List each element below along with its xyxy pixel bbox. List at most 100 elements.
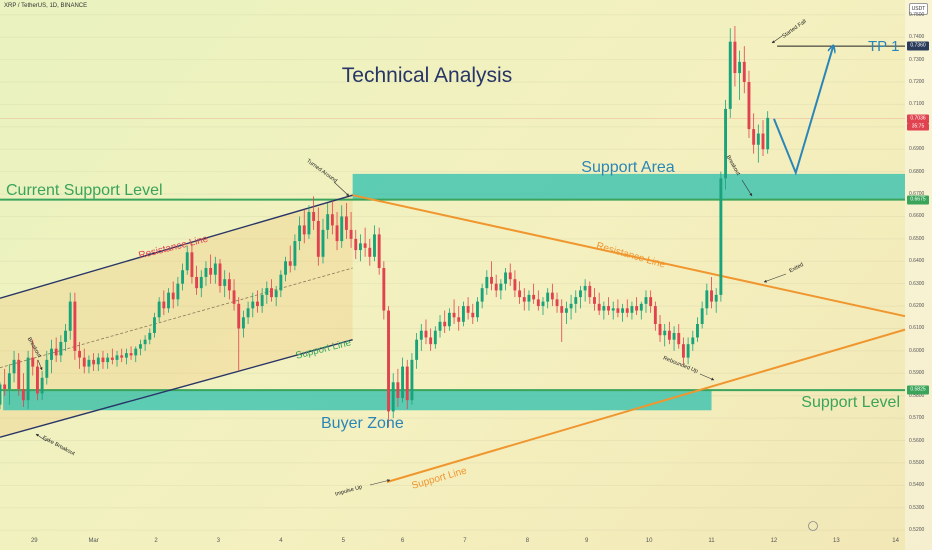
clock-icon (808, 521, 818, 531)
price-tick-label: 0.5900 (909, 370, 925, 377)
ascending-channel-fill (0, 195, 353, 438)
time-tick-label: 8 (525, 538, 530, 544)
price-tick-label: 0.5400 (909, 482, 925, 489)
candle-body (644, 297, 648, 304)
candle-body (630, 306, 634, 313)
candle-body (616, 308, 620, 313)
exited-annotation: Exited (788, 262, 804, 274)
price-tick-label: 0.7300 (909, 56, 925, 63)
candle-body (621, 308, 625, 313)
rebounded-up-annotation-arrow (699, 373, 715, 381)
candle-body (316, 220, 320, 257)
candle-body (284, 261, 287, 275)
bar-countdown-tag: 35:75 (907, 123, 929, 131)
candle-body (143, 339, 147, 345)
time-tick-label: 14 (892, 538, 899, 544)
right-support-line-label: Support Line (411, 465, 469, 491)
time-tick-label: 9 (585, 538, 589, 544)
candle-body (223, 279, 227, 286)
impulse-up-annotation-arrow (369, 479, 391, 486)
candle-body (106, 357, 110, 363)
price-tag: 0.6675 (907, 195, 929, 205)
candle-body (602, 306, 606, 311)
started-fall-annotation-arrow (771, 35, 783, 44)
candle-body (518, 290, 522, 298)
candle-body (653, 306, 657, 325)
candle-body (237, 303, 241, 329)
candle-body (349, 229, 353, 239)
price-tick-label: 0.5800 (909, 392, 925, 399)
price-tick-label: 0.6600 (909, 213, 925, 220)
price-tick-label: 0.6800 (909, 168, 925, 175)
candle-body (476, 301, 479, 318)
price-tag: 0.7036 (907, 114, 929, 124)
candle-body (35, 366, 39, 394)
candle-body (710, 290, 713, 302)
candle-body (649, 297, 653, 307)
candle-body (607, 306, 610, 311)
projection-path (773, 46, 833, 176)
candle-body (363, 243, 367, 248)
channel-midline (0, 267, 353, 369)
candle-body (738, 61, 742, 74)
candle-body (391, 382, 395, 412)
candle-body (50, 348, 53, 360)
currency-unit-button[interactable]: USDT (909, 3, 928, 15)
time-tick-label: 7 (463, 538, 467, 544)
candle-body (40, 377, 44, 394)
price-tag: 0.5825 (907, 385, 929, 395)
candle-body (26, 357, 30, 401)
candle-body (213, 263, 217, 275)
price-tick-label: 0.6700 (909, 191, 925, 198)
candle-body (410, 359, 414, 401)
right-resistance-line-label: Resistance Line (595, 241, 667, 271)
breakout-left-annotation-arrow (37, 359, 43, 371)
candle-body (508, 272, 512, 280)
candle-body (171, 292, 175, 300)
candle-body (490, 276, 493, 284)
candle-body (756, 133, 760, 145)
candle-body (527, 294, 531, 302)
candle-body (232, 290, 236, 304)
buyer-zone-label: Buyer Zone (321, 415, 404, 432)
candle-body (73, 301, 77, 351)
candle-body (433, 330, 437, 345)
price-tick-label: 0.7100 (909, 101, 925, 108)
candle-body (204, 267, 208, 277)
candle-body (569, 303, 573, 309)
candle-body (129, 353, 133, 356)
price-tick-label: 0.6100 (909, 325, 925, 332)
candle-body (298, 225, 302, 242)
candle-body (719, 178, 723, 295)
candle-body (307, 211, 311, 235)
candle-body (611, 308, 615, 311)
candle-body (185, 252, 189, 271)
candle-body (270, 288, 273, 298)
candle-body (195, 276, 199, 289)
candle-body (21, 388, 25, 401)
candle-body (667, 330, 671, 340)
candle-body (12, 359, 16, 374)
candle-body (564, 308, 568, 313)
candle-body (190, 252, 194, 277)
candle-body (588, 285, 592, 298)
fake-breakout-annotation-arrow (35, 433, 47, 442)
candle-body (17, 359, 21, 389)
candle-body (157, 301, 161, 318)
candle-body (344, 216, 348, 230)
candle-body (265, 288, 269, 295)
candle-body (218, 263, 222, 286)
candle-body (54, 348, 58, 356)
candle-body (176, 283, 180, 300)
candle-body (485, 276, 489, 289)
candle-body (162, 301, 166, 309)
breakout-right-annotation: Breakout (725, 154, 741, 176)
impulse-up-annotation: Impulse Up (335, 484, 363, 497)
candle-body (387, 310, 390, 412)
time-tick-label: Mar (88, 538, 99, 544)
price-tick-label: 0.7500 (909, 11, 925, 18)
price-tick-label: 0.6900 (909, 146, 925, 153)
candle-body (681, 344, 685, 358)
price-tick-label: 0.5700 (909, 415, 925, 422)
